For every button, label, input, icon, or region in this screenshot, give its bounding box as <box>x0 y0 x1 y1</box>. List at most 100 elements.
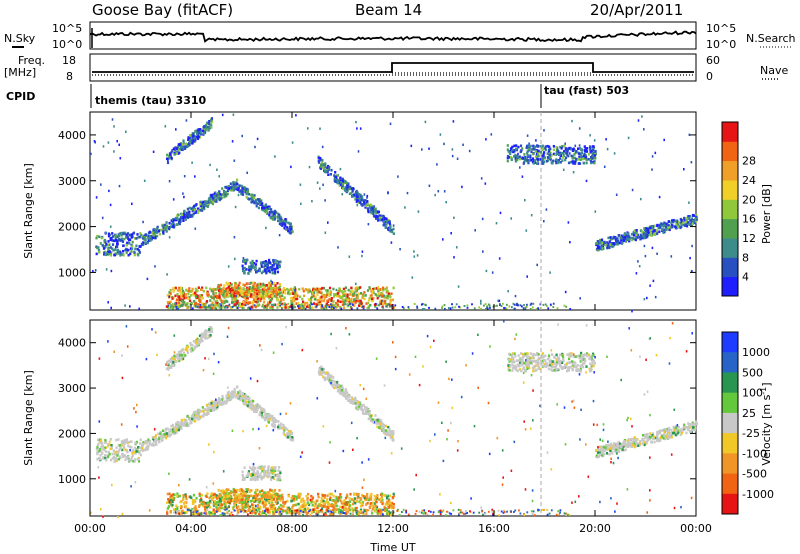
echo-cell <box>333 307 335 310</box>
echo-cell <box>237 284 240 287</box>
colorbar-tick-label: 4 <box>742 271 749 284</box>
echo-cell <box>178 221 181 225</box>
echo-cell <box>263 291 266 294</box>
echo-cell <box>140 242 143 246</box>
echo-cell <box>135 440 139 444</box>
echo-cell <box>357 201 360 204</box>
echo-cell <box>165 367 168 371</box>
y-tick-label: 1000 <box>58 266 86 279</box>
echo-cell <box>348 187 351 191</box>
echo-cell <box>178 288 181 292</box>
echo-cell <box>174 218 178 222</box>
echo-cell <box>452 120 455 123</box>
echo-cell <box>354 399 357 402</box>
echo-cell <box>222 397 225 400</box>
echo-cell <box>109 203 112 207</box>
echo-cell <box>97 438 100 442</box>
echo-cell <box>515 144 518 147</box>
echo-cell <box>581 148 584 152</box>
echo-cell <box>176 223 179 226</box>
date-title: 20/Apr/2011 <box>590 1 683 19</box>
echo-cell <box>107 455 110 458</box>
echo-cell <box>386 289 389 293</box>
echo-cell <box>321 368 324 371</box>
echo-cell <box>660 222 663 225</box>
echo-cell <box>201 296 204 300</box>
echo-cell <box>183 175 186 178</box>
echo-cell <box>541 146 544 150</box>
echo-cell <box>344 292 347 296</box>
echo-cell <box>188 296 191 299</box>
echo-cell <box>526 158 529 162</box>
echo-cell <box>214 304 217 307</box>
echo-cell <box>201 414 204 418</box>
echo-cell <box>665 225 668 229</box>
echo-cell <box>232 189 235 192</box>
echo-cell <box>167 306 170 310</box>
echo-cell <box>274 303 277 307</box>
echo-cell <box>164 434 167 437</box>
echo-cell <box>462 143 464 146</box>
echo-cell <box>498 257 501 260</box>
echo-cell <box>232 181 235 184</box>
echo-cell <box>579 297 581 300</box>
echo-cell <box>279 424 282 428</box>
echo-cell <box>361 197 364 200</box>
echo-cell <box>516 155 519 159</box>
echo-cell <box>271 218 275 221</box>
echo-cell <box>583 150 587 153</box>
echo-cell <box>630 238 633 242</box>
echo-cell <box>509 156 512 159</box>
echo-cell <box>346 501 349 504</box>
echo-cell <box>213 407 216 410</box>
echo-cell <box>585 161 588 165</box>
echo-cell <box>510 158 513 161</box>
echo-cell <box>185 119 188 122</box>
echo-cell <box>199 300 202 304</box>
echo-cell <box>213 405 216 408</box>
echo-cell <box>109 225 112 228</box>
echo-cell <box>157 229 160 233</box>
echo-cell <box>189 139 192 142</box>
echo-cell <box>526 303 528 306</box>
echo-cell <box>139 438 142 442</box>
echo-cell <box>259 507 262 510</box>
echo-cell <box>183 420 186 423</box>
echo-cell <box>552 145 555 148</box>
echo-cell <box>254 198 257 202</box>
echo-cell <box>197 211 200 215</box>
echo-cell <box>270 279 272 283</box>
echo-cell <box>196 305 199 308</box>
echo-cell <box>344 303 347 306</box>
echo-cell <box>572 156 575 160</box>
echo-cell <box>514 153 517 157</box>
echo-cell <box>647 231 650 235</box>
echo-cell <box>257 404 260 407</box>
echo-cell <box>392 227 395 231</box>
echo-cell <box>261 288 264 292</box>
echo-cell <box>154 438 157 441</box>
echo-cell <box>341 392 344 395</box>
echo-cell <box>691 244 693 248</box>
echo-cell <box>182 213 185 216</box>
echo-cell <box>105 253 108 257</box>
echo-cell <box>123 237 126 241</box>
echo-cell <box>274 210 277 214</box>
echo-cell <box>273 420 276 424</box>
echo-cell <box>374 305 377 308</box>
power-x-axis <box>89 112 697 310</box>
echo-cell <box>225 396 228 399</box>
echo-cell <box>356 405 359 409</box>
echo-cell <box>241 264 244 268</box>
echo-cell <box>240 394 243 398</box>
echo-cell <box>221 293 224 297</box>
echo-cell <box>171 222 174 226</box>
echo-cell <box>359 299 362 303</box>
echo-cell <box>283 429 286 432</box>
echo-cell <box>671 225 674 229</box>
echo-cell <box>694 217 697 221</box>
echo-cell <box>424 120 427 124</box>
echo-cell <box>347 503 350 507</box>
echo-cell <box>279 299 282 302</box>
echo-cell <box>437 190 440 193</box>
